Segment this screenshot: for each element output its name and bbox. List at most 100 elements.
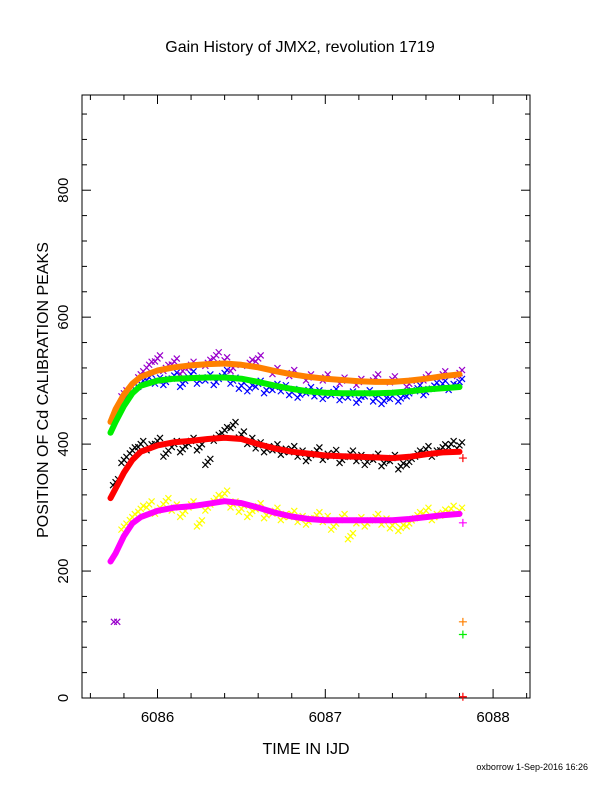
data-point [151,357,159,365]
data-point [215,348,223,356]
data-point [403,461,411,469]
data-point [201,507,209,515]
data-point [193,380,201,388]
data-point [458,438,466,446]
data-point [215,491,223,499]
data-point [257,351,265,359]
x-tick-label: 6087 [309,709,342,726]
series-line [107,360,463,425]
data-point [143,503,151,511]
data-point [159,453,167,461]
data-point [210,381,218,389]
data-point [420,391,427,399]
data-point [344,535,352,543]
y-tick-label: 400 [55,432,72,457]
data-point [416,508,424,516]
data-point [332,446,340,454]
extra-markers [110,454,467,701]
data-point [458,518,467,527]
y-axis-label: POSITION OF Cd CALIBRATION PEAKS [35,242,52,538]
data-point [193,523,201,530]
y-tick-label: 800 [55,178,72,203]
data-point [302,521,310,528]
data-point [223,353,231,361]
data-point [193,446,201,454]
data-point [156,351,164,359]
data-point [227,367,234,375]
data-point [156,434,164,442]
x-tick-label: 6086 [141,709,174,726]
y-tick-label: 200 [55,559,72,584]
data-point [391,372,399,380]
data-point [361,461,369,469]
series-2 [107,360,463,425]
data-point [139,437,147,445]
data-point [227,380,234,388]
data-point [294,394,302,402]
data-point [425,504,432,512]
data-point [315,508,323,516]
data-point [260,389,268,397]
data-point [374,510,382,518]
data-point [139,502,147,510]
data-point [223,487,231,495]
data-point [399,459,407,467]
data-point [210,354,218,362]
data-point [336,459,343,467]
data-point [290,442,298,450]
data-point [290,507,298,515]
data-point [341,510,348,518]
data-point [176,383,184,391]
data-point [227,503,234,511]
data-point [243,513,251,521]
data-point [450,502,458,510]
data-point [235,508,243,516]
data-point [378,400,385,408]
data-point [176,513,184,521]
data-point [243,387,251,395]
data-point [386,524,394,532]
data-point [319,395,327,403]
data-point [240,428,248,436]
data-point [232,418,239,426]
data-point [227,424,234,432]
data-point [349,447,357,455]
x-tick-label: 6088 [476,709,509,726]
data-point [327,526,335,534]
footer-credit: oxborrow 1-Sep-2016 16:26 [476,762,588,772]
data-point [260,514,268,522]
data-point [399,521,407,529]
plot-area [107,348,467,701]
data-point [425,442,432,450]
data-point [277,516,285,524]
axis-ticks [82,95,530,699]
data-point [458,692,467,701]
y-tick-label: 600 [55,305,72,330]
series-line [107,498,463,565]
data-point [206,455,214,463]
series-line [107,434,463,502]
data-point [394,527,402,535]
series-7 [107,498,463,565]
data-point [113,618,121,626]
data-point [173,369,181,376]
data-point [201,461,209,469]
data-point [176,448,184,456]
data-point [349,529,357,537]
data-point [143,364,151,372]
axis-tick-labels: 6086 6087 6088 0 200 400 600 800 [55,178,510,726]
series-line [107,374,463,436]
data-point [458,504,466,512]
chart-title: Gain History of JMX2, revolution 1719 [165,39,435,56]
data-point [441,506,449,514]
data-point [374,371,382,378]
data-point [198,517,206,524]
data-point [386,395,394,403]
data-point [126,450,134,457]
data-point [173,355,181,363]
data-point [260,448,268,456]
data-point [394,397,402,405]
data-point [394,465,402,473]
data-point [369,397,377,405]
